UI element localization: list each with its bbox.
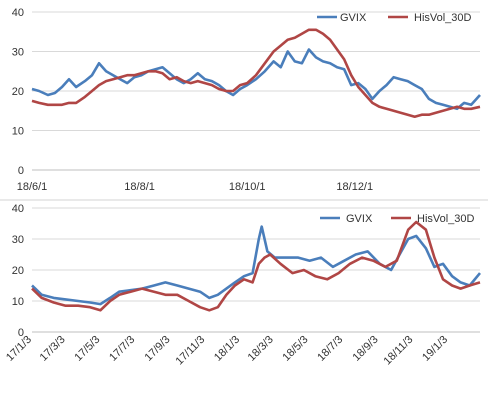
x-tick-label: 18/9/3 <box>351 334 381 364</box>
legend-label: GVIX <box>346 213 373 225</box>
y-tick-label: 40 <box>12 203 24 215</box>
chart-panel-bottom: 0 10 20 30 40 17/1/3 17/3/3 17/5/3 17/7/3 17/9/3 1… <box>0 201 488 400</box>
y-tick-label: 10 <box>12 126 24 138</box>
series-line-hisvol-30d <box>31 28 481 118</box>
y-tick-label: 0 <box>18 327 24 339</box>
x-tick-label: 18/1/3 <box>212 334 242 364</box>
x-tick-label: 17/9/3 <box>143 334 173 364</box>
y-tick-label: 20 <box>12 265 24 277</box>
x-tick-label: 18/5/3 <box>280 334 310 364</box>
y-tick-label: 40 <box>12 7 24 19</box>
x-tick-label: 18/8/1 <box>124 181 155 193</box>
x-tick-label: 17/3/3 <box>38 334 68 364</box>
x-tick-label: 18/3/3 <box>246 334 276 364</box>
legend-label: HisVol_30D <box>417 213 475 225</box>
series-line-hisvol-30d <box>31 220 481 312</box>
y-tick-label: 30 <box>12 234 24 246</box>
y-tick-label: 30 <box>12 47 24 59</box>
series-line-gvix <box>31 48 481 111</box>
panel-divider <box>0 199 488 201</box>
x-tick-label: 19/1/3 <box>420 334 450 364</box>
chart-top: 0 10 20 30 40 18/6/1 18/8/1 18/10/1 18/12/1 GVIX H… <box>12 7 481 193</box>
legend-label: GVIX <box>340 12 367 24</box>
y-tick-label: 20 <box>12 86 24 98</box>
x-tick-label: 17/7/3 <box>107 334 137 364</box>
x-tick-label: 17/11/3 <box>174 334 208 368</box>
x-tick-label: 18/10/1 <box>229 181 266 193</box>
legend-label: HisVol_30D <box>414 12 472 24</box>
x-tick-label: 18/12/1 <box>336 181 373 193</box>
y-tick-label: 10 <box>12 296 24 308</box>
x-tick-label: 18/11/3 <box>382 334 416 368</box>
x-tick-label: 17/5/3 <box>72 334 102 364</box>
x-tick-label: 18/6/1 <box>17 181 48 193</box>
chart-panel-top: 0 10 20 30 40 18/6/1 18/8/1 18/10/1 18/12/1 GVIX H… <box>0 0 488 199</box>
series-line-gvix <box>31 225 482 306</box>
y-tick-label: 0 <box>18 165 24 177</box>
x-tick-label: 18/7/3 <box>315 334 345 364</box>
